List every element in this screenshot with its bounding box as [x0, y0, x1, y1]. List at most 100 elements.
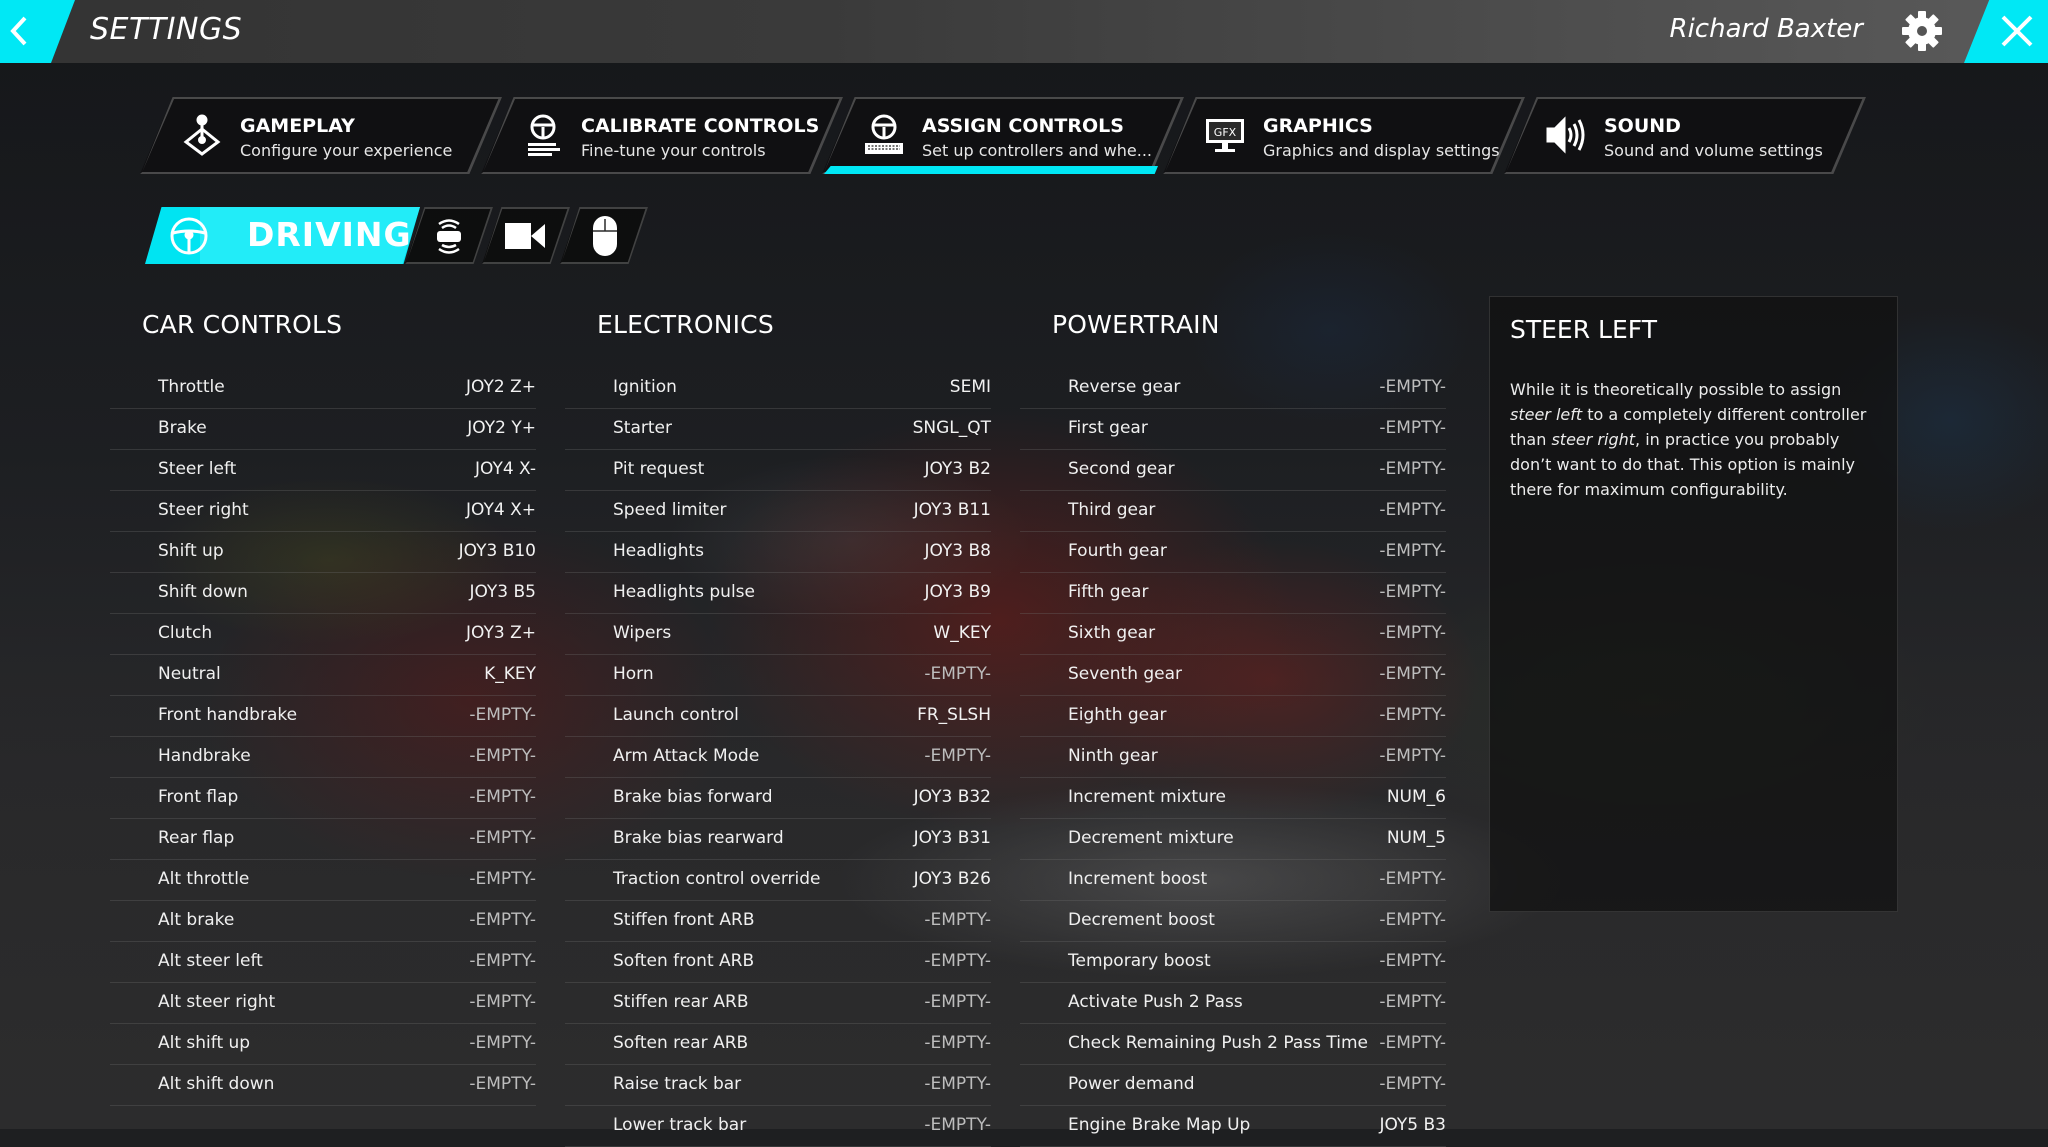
- binding-row[interactable]: Shift down JOY3 B5: [110, 573, 536, 614]
- back-button[interactable]: [0, 0, 75, 63]
- binding-row[interactable]: Activate Push 2 Pass -EMPTY-: [1020, 983, 1446, 1024]
- binding-row[interactable]: Reverse gear -EMPTY-: [1020, 368, 1446, 409]
- binding-row[interactable]: Soften front ARB -EMPTY-: [565, 942, 991, 983]
- binding-row[interactable]: Handbrake -EMPTY-: [110, 737, 536, 778]
- binding-value: -EMPTY-: [1379, 746, 1446, 766]
- binding-value: NUM_5: [1386, 828, 1446, 848]
- binding-action-label: Engine Brake Map Up: [1068, 1115, 1251, 1135]
- binding-action-label: Alt shift down: [158, 1074, 275, 1094]
- binding-action-label: Third gear: [1068, 500, 1156, 520]
- subtab-camera[interactable]: [482, 207, 570, 264]
- column-heading: CAR CONTROLS: [142, 310, 343, 339]
- binding-row[interactable]: Soften rear ARB -EMPTY-: [565, 1024, 991, 1065]
- binding-row[interactable]: Third gear -EMPTY-: [1020, 491, 1446, 532]
- binding-row[interactable]: Decrement boost -EMPTY-: [1020, 901, 1446, 942]
- binding-row[interactable]: Decrement mixture NUM_5: [1020, 819, 1446, 860]
- close-button[interactable]: [1964, 0, 2048, 63]
- binding-row[interactable]: Fourth gear -EMPTY-: [1020, 532, 1446, 573]
- binding-value: -EMPTY-: [469, 992, 536, 1012]
- binding-row[interactable]: Headlights JOY3 B8: [565, 532, 991, 573]
- binding-row[interactable]: Traction control override JOY3 B26: [565, 860, 991, 901]
- binding-row[interactable]: Neutral K_KEY: [110, 655, 536, 696]
- profile-settings-button[interactable]: [1900, 9, 1944, 53]
- binding-row[interactable]: Lower track bar -EMPTY-: [565, 1106, 991, 1147]
- binding-row[interactable]: First gear -EMPTY-: [1020, 409, 1446, 450]
- binding-row[interactable]: Throttle JOY2 Z+: [110, 368, 536, 409]
- binding-action-label: Second gear: [1068, 459, 1175, 479]
- help-text: While it is theoretically possible to as…: [1510, 377, 1880, 502]
- binding-action-label: Front handbrake: [158, 705, 298, 725]
- binding-action-label: Fifth gear: [1068, 582, 1149, 602]
- binding-value: JOY4 X+: [466, 500, 536, 520]
- binding-row[interactable]: Alt throttle -EMPTY-: [110, 860, 536, 901]
- tab-assign-controls[interactable]: ASSIGN CONTROLS Set up controllers and w…: [822, 97, 1184, 174]
- steering-keyboard-icon: [862, 113, 906, 157]
- binding-action-label: Eighth gear: [1068, 705, 1167, 725]
- binding-row[interactable]: Steer right JOY4 X+: [110, 491, 536, 532]
- binding-row[interactable]: Speed limiter JOY3 B11: [565, 491, 991, 532]
- binding-value: JOY3 B31: [913, 828, 991, 848]
- binding-row[interactable]: Stiffen rear ARB -EMPTY-: [565, 983, 991, 1024]
- tab-gameplay[interactable]: GAMEPLAY Configure your experience: [140, 97, 502, 174]
- binding-row[interactable]: Front handbrake -EMPTY-: [110, 696, 536, 737]
- binding-row[interactable]: Pit request JOY3 B2: [565, 450, 991, 491]
- binding-value: JOY3 B5: [469, 582, 536, 602]
- binding-row[interactable]: Increment boost -EMPTY-: [1020, 860, 1446, 901]
- binding-row[interactable]: Alt steer left -EMPTY-: [110, 942, 536, 983]
- binding-row[interactable]: Alt shift up -EMPTY-: [110, 1024, 536, 1065]
- steering-calibrate-icon: [521, 113, 565, 157]
- binding-row[interactable]: Rear flap -EMPTY-: [110, 819, 536, 860]
- binding-row[interactable]: Sixth gear -EMPTY-: [1020, 614, 1446, 655]
- binding-row[interactable]: Ignition SEMI: [565, 368, 991, 409]
- binding-row[interactable]: Headlights pulse JOY3 B9: [565, 573, 991, 614]
- binding-row[interactable]: Brake bias rearward JOY3 B31: [565, 819, 991, 860]
- binding-row[interactable]: Seventh gear -EMPTY-: [1020, 655, 1446, 696]
- binding-row[interactable]: Clutch JOY3 Z+: [110, 614, 536, 655]
- binding-row[interactable]: Horn -EMPTY-: [565, 655, 991, 696]
- binding-row[interactable]: Alt steer right -EMPTY-: [110, 983, 536, 1024]
- binding-value: -EMPTY-: [1379, 1074, 1446, 1094]
- binding-row[interactable]: Ninth gear -EMPTY-: [1020, 737, 1446, 778]
- binding-row[interactable]: Temporary boost -EMPTY-: [1020, 942, 1446, 983]
- subtab-driving[interactable]: DRIVING: [145, 207, 420, 264]
- binding-row[interactable]: Brake bias forward JOY3 B32: [565, 778, 991, 819]
- svg-text:GFX: GFX: [1214, 126, 1237, 139]
- binding-row[interactable]: Fifth gear -EMPTY-: [1020, 573, 1446, 614]
- binding-row[interactable]: Power demand -EMPTY-: [1020, 1065, 1446, 1106]
- binding-action-label: Increment mixture: [1068, 787, 1226, 807]
- binding-row[interactable]: Arm Attack Mode -EMPTY-: [565, 737, 991, 778]
- binding-row[interactable]: Launch control FR_SLSH: [565, 696, 991, 737]
- subtab-car-sensors[interactable]: [405, 207, 493, 264]
- binding-action-label: Ninth gear: [1068, 746, 1158, 766]
- binding-list: Ignition SEMI Starter SNGL_QT Pit request JOY…: [565, 368, 991, 1147]
- binding-row[interactable]: Engine Brake Map Up JOY5 B3: [1020, 1106, 1446, 1147]
- binding-row[interactable]: Starter SNGL_QT: [565, 409, 991, 450]
- binding-row[interactable]: Brake JOY2 Y+: [110, 409, 536, 450]
- binding-action-label: Alt throttle: [158, 869, 250, 889]
- binding-row[interactable]: Alt brake -EMPTY-: [110, 901, 536, 942]
- binding-row[interactable]: Eighth gear -EMPTY-: [1020, 696, 1446, 737]
- binding-row[interactable]: Steer left JOY4 X-: [110, 450, 536, 491]
- tab-graphics[interactable]: GFX GRAPHICS Graphics and display settin…: [1163, 97, 1525, 174]
- binding-row[interactable]: Second gear -EMPTY-: [1020, 450, 1446, 491]
- binding-value: -EMPTY-: [469, 828, 536, 848]
- binding-value: JOY2 Y+: [467, 418, 536, 438]
- binding-value: -EMPTY-: [1379, 910, 1446, 930]
- tab-calibrate-controls[interactable]: CALIBRATE CONTROLS Fine-tune your contro…: [481, 97, 843, 174]
- binding-value: JOY3 B9: [924, 582, 991, 602]
- binding-row[interactable]: Stiffen front ARB -EMPTY-: [565, 901, 991, 942]
- subtab-mouse[interactable]: [560, 207, 648, 264]
- binding-row[interactable]: Alt shift down -EMPTY-: [110, 1065, 536, 1106]
- steering-wheel-icon: [169, 216, 209, 260]
- binding-row[interactable]: Wipers W_KEY: [565, 614, 991, 655]
- binding-action-label: Temporary boost: [1068, 951, 1211, 971]
- tab-sound[interactable]: SOUND Sound and volume settings: [1504, 97, 1866, 174]
- binding-row[interactable]: Check Remaining Push 2 Pass Time -EMPTY-: [1020, 1024, 1446, 1065]
- binding-value: -EMPTY-: [1379, 992, 1446, 1012]
- binding-value: -EMPTY-: [1379, 582, 1446, 602]
- binding-row[interactable]: Raise track bar -EMPTY-: [565, 1065, 991, 1106]
- camera-icon: [504, 221, 546, 255]
- binding-row[interactable]: Front flap -EMPTY-: [110, 778, 536, 819]
- binding-row[interactable]: Increment mixture NUM_6: [1020, 778, 1446, 819]
- binding-row[interactable]: Shift up JOY3 B10: [110, 532, 536, 573]
